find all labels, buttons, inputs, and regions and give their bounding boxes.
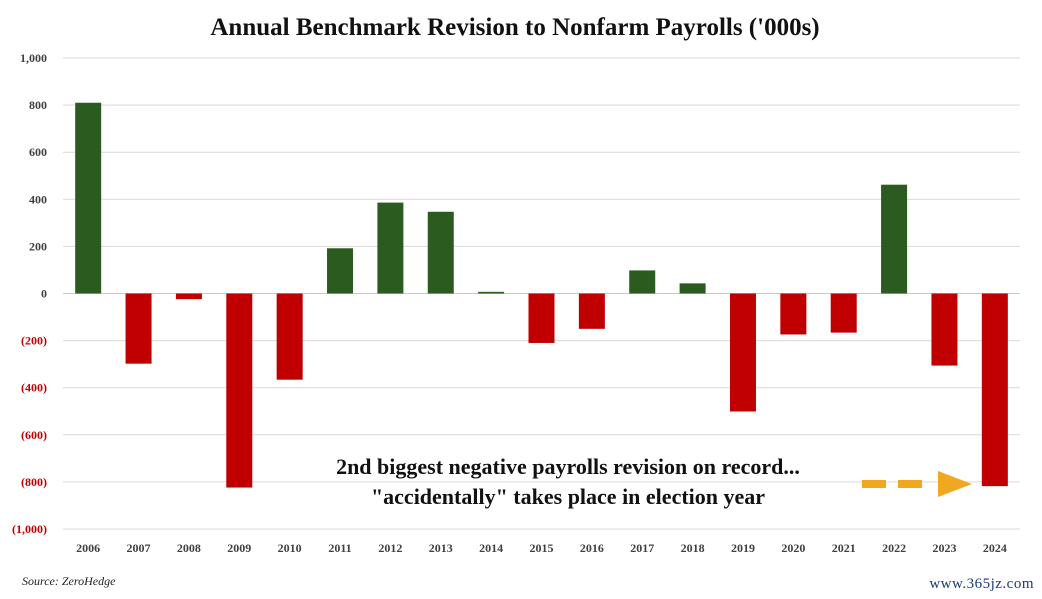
bars	[75, 102, 1008, 488]
y-tick-label: 800	[29, 98, 47, 112]
x-tick-label: 2014	[479, 541, 503, 555]
y-axis-ticks: 1,000 800 600 400 200 0 (200) (400) (600) (800) (1…	[12, 51, 47, 536]
x-tick-label: 2009	[227, 541, 251, 555]
source-note: Source: ZeroHedge	[22, 574, 116, 588]
bar	[578, 293, 605, 329]
y-tick-label: 600	[29, 145, 47, 159]
y-tick-label: (200)	[21, 334, 47, 348]
bar	[629, 270, 656, 294]
y-tick-label: 400	[29, 192, 47, 206]
arrow-dash	[862, 480, 886, 488]
bar	[377, 202, 404, 294]
y-tick-label: (800)	[21, 475, 47, 489]
watermark: www.365jz.com	[929, 576, 1034, 592]
bar	[226, 293, 253, 488]
y-tick-label: 200	[29, 239, 47, 253]
x-tick-label: 2022	[882, 541, 906, 555]
bar	[175, 293, 202, 300]
y-tick-label: (400)	[21, 381, 47, 395]
x-tick-label: 2013	[429, 541, 453, 555]
x-tick-label: 2020	[781, 541, 805, 555]
annotation-arrow-icon	[862, 471, 972, 497]
bar	[679, 283, 706, 294]
x-tick-label: 2011	[328, 541, 351, 555]
bar	[327, 248, 354, 294]
x-tick-label: 2018	[681, 541, 705, 555]
arrow-dash	[898, 480, 922, 488]
x-tick-label: 2016	[580, 541, 604, 555]
x-tick-label: 2010	[278, 541, 302, 555]
arrow-head	[938, 471, 972, 497]
bar	[478, 291, 505, 294]
y-tick-label: (600)	[21, 428, 47, 442]
bar	[528, 293, 555, 343]
x-tick-label: 2023	[932, 541, 956, 555]
bar	[729, 293, 756, 412]
y-tick-label: (1,000)	[12, 522, 47, 536]
bar	[981, 293, 1008, 487]
x-tick-label: 2015	[530, 541, 554, 555]
annotation-line-2: "accidentally" takes place in election y…	[371, 484, 765, 509]
y-tick-label: 0	[41, 287, 47, 301]
bar	[931, 293, 958, 366]
x-axis-ticks: 2006 2007 2008 2009 2010 2011 2012 2013 2014 2015…	[76, 541, 1007, 555]
x-tick-label: 2021	[832, 541, 856, 555]
x-tick-label: 2017	[630, 541, 654, 555]
bar	[830, 293, 857, 333]
bar	[780, 293, 807, 335]
bar	[881, 184, 908, 294]
x-tick-label: 2012	[378, 541, 402, 555]
annotation: 2nd biggest negative payrolls revision o…	[336, 454, 972, 509]
x-tick-label: 2019	[731, 541, 755, 555]
annotation-line-1: 2nd biggest negative payrolls revision o…	[336, 454, 800, 479]
y-tick-label: 1,000	[20, 51, 47, 65]
chart-title: Annual Benchmark Revision to Nonfarm Pay…	[210, 14, 819, 41]
x-tick-label: 2006	[76, 541, 100, 555]
x-tick-label: 2007	[127, 541, 151, 555]
bar	[276, 293, 303, 380]
bar	[75, 102, 102, 294]
bar	[125, 293, 152, 364]
x-tick-label: 2024	[983, 541, 1007, 555]
bar	[427, 211, 454, 294]
x-tick-label: 2008	[177, 541, 201, 555]
